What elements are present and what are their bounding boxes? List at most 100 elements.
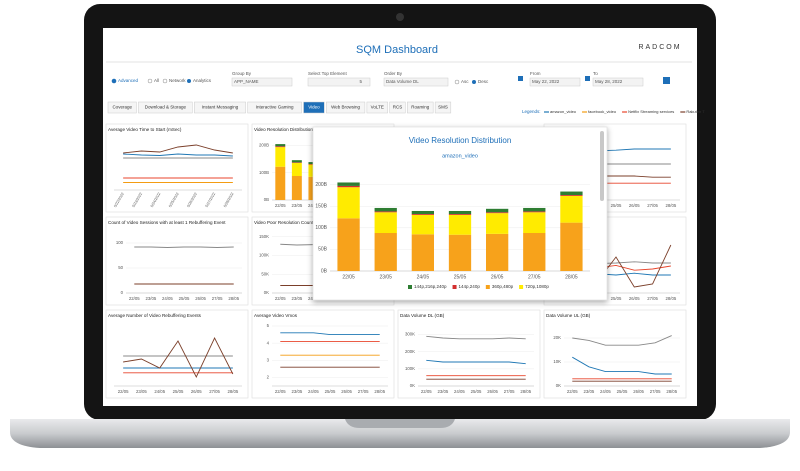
x-tick-label: 26/05 (629, 203, 640, 208)
line-series (123, 144, 233, 154)
x-tick-label: 26/05 (487, 389, 498, 394)
scrollbar[interactable] (600, 131, 604, 201)
x-tick-label: 25/05 (471, 389, 482, 394)
legend-swatch (408, 285, 412, 289)
tab-label[interactable]: Roaming (411, 105, 430, 110)
x-tick-label: 27/05 (212, 296, 223, 301)
chart-title: Count of Video Sessions with at least 1 … (108, 220, 226, 225)
radio-label: Network (169, 78, 186, 83)
y-tick-label: 100K (259, 253, 269, 258)
y-tick-label: 150K (259, 234, 269, 239)
x-tick-label: 22/05 (275, 296, 286, 301)
legend-entry: 720p,1080p (525, 284, 549, 289)
panel (543, 309, 687, 399)
advanced-toggle[interactable] (111, 78, 117, 84)
bar-segment (275, 166, 286, 200)
x-tick-label: 23/05 (437, 389, 448, 394)
x-tick-label: 22/05 (118, 389, 129, 394)
advanced-label[interactable]: Advanced (118, 78, 139, 83)
y-tick-label: 150B (315, 204, 327, 210)
x-tick-label: 28/05 (227, 389, 238, 394)
bar-segment (523, 212, 546, 233)
line-series (426, 359, 526, 365)
y-tick-label: 50B (318, 247, 328, 253)
x-tick-label: 28/05 (565, 274, 578, 280)
group-by-select[interactable] (231, 77, 293, 87)
top-select[interactable] (307, 77, 371, 87)
calendar-icon[interactable] (585, 76, 590, 81)
tab[interactable] (389, 101, 406, 114)
x-tick-label: 25/05 (611, 203, 622, 208)
x-tick-label: 23/05 (291, 203, 302, 208)
from-input[interactable] (529, 77, 581, 87)
tab[interactable] (194, 101, 246, 114)
input-value: May 22, 2022 (532, 79, 560, 84)
x-tick-label: 23/05 (291, 389, 302, 394)
field-label: Group By (232, 71, 252, 76)
x-tick-label: 24/05 (417, 274, 430, 280)
bar-segment (275, 147, 286, 167)
chart-title: Average Video Time to Start (mSec) (108, 127, 182, 132)
y-tick-label: 100K (405, 366, 415, 371)
tab[interactable] (366, 101, 388, 114)
panel (105, 216, 249, 306)
bar-segment (374, 233, 397, 271)
legend-swatch (485, 285, 490, 289)
x-tick-label: 28/05 (228, 296, 239, 301)
y-tick-label: 200B (315, 182, 327, 188)
line-series (280, 332, 380, 336)
y-tick-label: 200B (259, 143, 269, 148)
tab-label[interactable]: VoLTE (371, 105, 384, 110)
select-value: 5 (359, 79, 362, 84)
bar-segment (291, 176, 302, 200)
tab-label[interactable]: SMS (438, 105, 448, 110)
bar-segment (486, 213, 509, 234)
x-tick-label: 25/05 (611, 296, 622, 301)
tab-label[interactable]: Web Browsing (331, 105, 360, 110)
tab-label[interactable]: RCS (393, 105, 403, 110)
bar-segment (448, 214, 472, 235)
tab-label[interactable]: Video (308, 105, 320, 110)
field-label: Select Top Element (308, 71, 347, 76)
radio-all[interactable] (147, 78, 153, 84)
order-select[interactable] (383, 77, 449, 87)
legend-entry: amazon_video (550, 109, 577, 114)
legend-entry: 144p,240p (459, 284, 481, 289)
calendar-icon[interactable] (518, 76, 523, 81)
x-tick-label: 25/05 (179, 296, 190, 301)
add-button[interactable] (663, 77, 670, 84)
x-tick-label: 25/05 (617, 389, 628, 394)
tab[interactable] (407, 101, 434, 114)
x-tick-label: 27/05 (650, 389, 661, 394)
y-tick-label: 50K (261, 271, 269, 276)
tab-label[interactable]: Download & Storage (145, 105, 187, 110)
bar-segment (448, 210, 472, 214)
radio-desc[interactable] (472, 80, 476, 84)
tab[interactable] (138, 101, 193, 114)
tab-label[interactable]: Interactive Gaming (256, 105, 294, 110)
tab[interactable] (247, 101, 302, 114)
tab[interactable] (326, 101, 366, 114)
x-tick-label: 26/05 (191, 389, 202, 394)
to-input[interactable] (592, 77, 644, 87)
x-tick-label: 24/05 (454, 389, 465, 394)
radio-asc[interactable] (454, 79, 460, 85)
tab-label[interactable]: Coverage (112, 105, 132, 110)
bar-segment (337, 185, 360, 188)
bar-segment (291, 160, 302, 163)
tab[interactable] (434, 101, 452, 114)
radio-network[interactable] (162, 78, 168, 84)
bar-segment (523, 207, 546, 212)
y-tick-label: 50 (118, 265, 123, 270)
x-tick-label: 28/05 (520, 389, 531, 394)
tab[interactable] (107, 101, 137, 114)
x-tick-label: 27/05 (504, 389, 515, 394)
line-series (572, 335, 672, 346)
radio-analytics[interactable] (187, 79, 191, 83)
x-tick-label: 5/24/2022 (150, 192, 162, 208)
x-tick-label: 26/05 (341, 389, 352, 394)
legend-entry: Rakuten T (686, 109, 705, 114)
tab-label[interactable]: Instant Messaging (202, 105, 239, 110)
field-label: From (530, 71, 541, 76)
tab[interactable] (303, 101, 325, 114)
